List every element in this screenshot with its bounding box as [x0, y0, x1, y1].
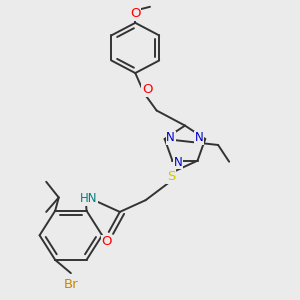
Text: N: N: [195, 131, 204, 144]
Text: Br: Br: [64, 278, 78, 291]
Text: S: S: [167, 170, 176, 183]
Text: N: N: [174, 155, 183, 169]
Text: O: O: [102, 235, 112, 248]
Text: HN: HN: [80, 192, 97, 205]
Text: N: N: [166, 131, 175, 144]
Text: O: O: [142, 83, 152, 96]
Text: O: O: [130, 7, 140, 20]
